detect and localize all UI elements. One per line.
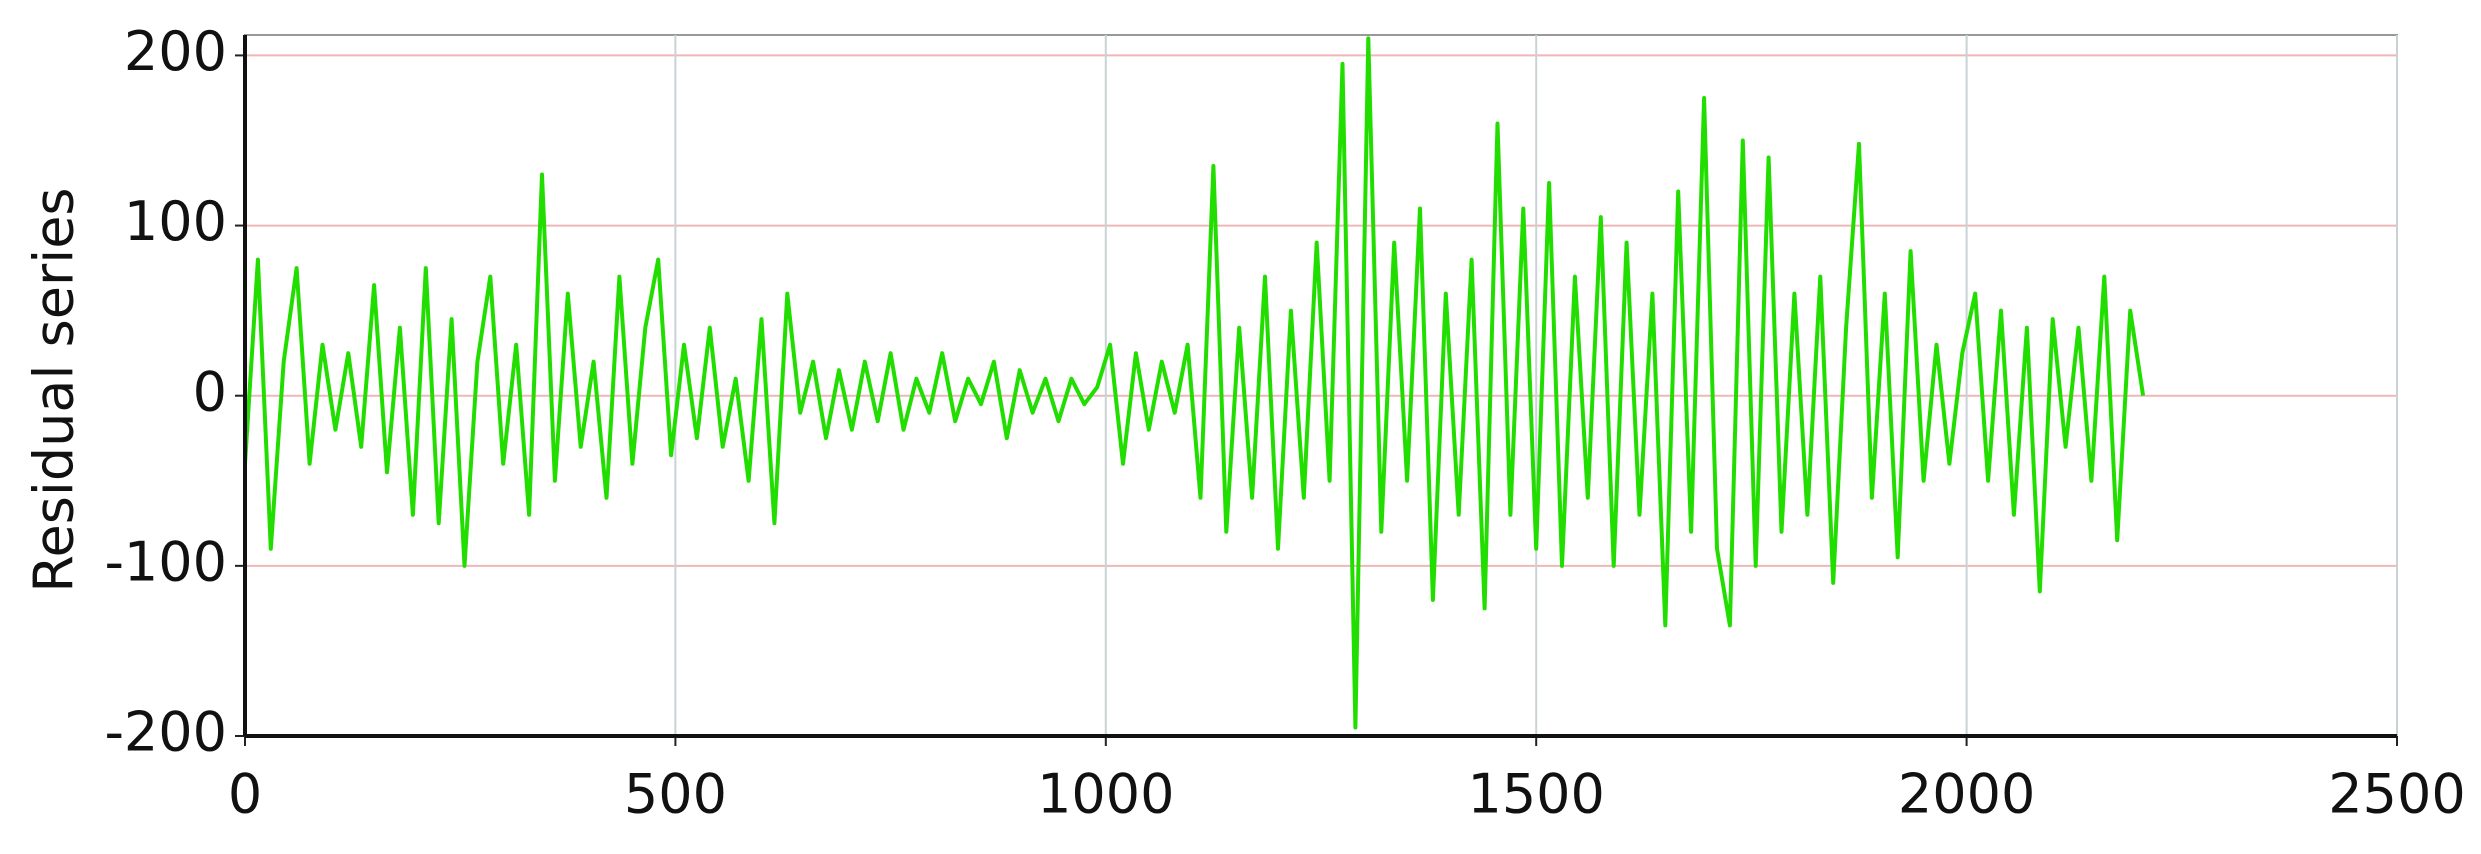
x-tick-label: 1500: [1467, 763, 1604, 826]
y-tick-label: 100: [124, 190, 227, 253]
y-axis-label: Residual series: [23, 187, 86, 592]
x-tick-label: 2000: [1898, 763, 2035, 826]
x-tick-label: 1000: [1037, 763, 1174, 826]
y-tick-label: -200: [104, 701, 227, 764]
x-tick-label: 2500: [2328, 763, 2465, 826]
x-tick-label: 500: [624, 763, 727, 826]
series-line: [243, 36, 2146, 730]
plot-area: [244, 34, 2398, 737]
y-tick-label: 200: [124, 20, 227, 83]
x-tick-label: 0: [228, 763, 262, 826]
y-tick-label: -100: [104, 530, 227, 593]
y-tick-label: 0: [193, 360, 227, 423]
